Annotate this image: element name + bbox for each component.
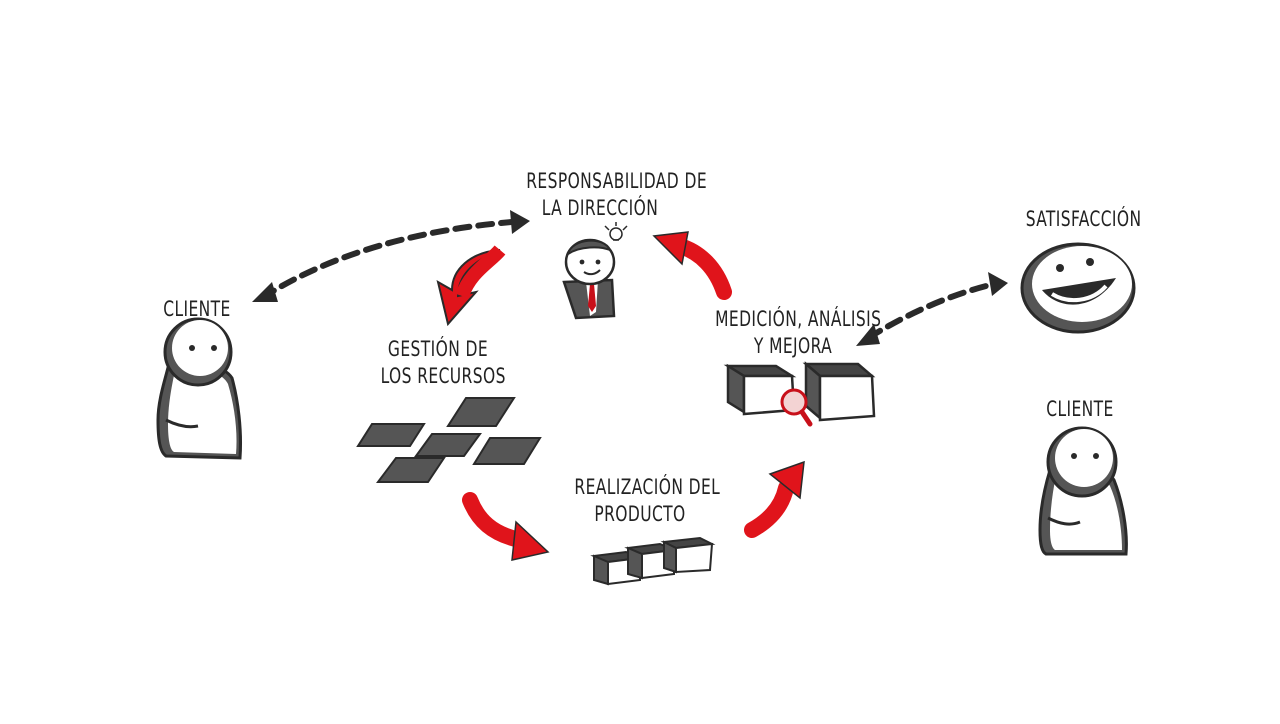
responsabilidad-label: RESPONSABILIDAD DE LA DIRECCIÓN <box>526 169 708 220</box>
medicion-label: MEDICIÓN, ANÁLISIS Y MEJORA <box>715 307 882 358</box>
dashed-arrow-left <box>252 210 530 302</box>
cycle-arrow-4 <box>652 231 732 300</box>
satisfaccion-label: SATISFACCIÓN <box>1025 207 1142 231</box>
smiley-face-icon <box>1020 242 1136 334</box>
measure-boxes-icon <box>723 361 876 422</box>
gestion-label: GESTIÓN DE LOS RECURSOS <box>380 337 506 388</box>
product-boxes-icon <box>590 536 716 586</box>
client-left-label: CLIENTE <box>163 297 231 321</box>
cycle-arrow-1 <box>436 245 506 327</box>
client-right-label: CLIENTE <box>1046 397 1114 421</box>
client-figure-right-icon <box>1038 426 1128 556</box>
cycle-arrow-3 <box>744 460 805 538</box>
dashed-arrow-right <box>856 272 1008 346</box>
manager-figure-icon <box>562 222 628 320</box>
magnifier-icon <box>780 388 813 427</box>
client-figure-left-icon <box>156 317 243 460</box>
resource-tiles-icon <box>356 397 542 483</box>
realizacion-label: REALIZACIÓN DEL PRODUCTO <box>574 475 721 526</box>
cycle-arrow-2 <box>462 492 550 561</box>
